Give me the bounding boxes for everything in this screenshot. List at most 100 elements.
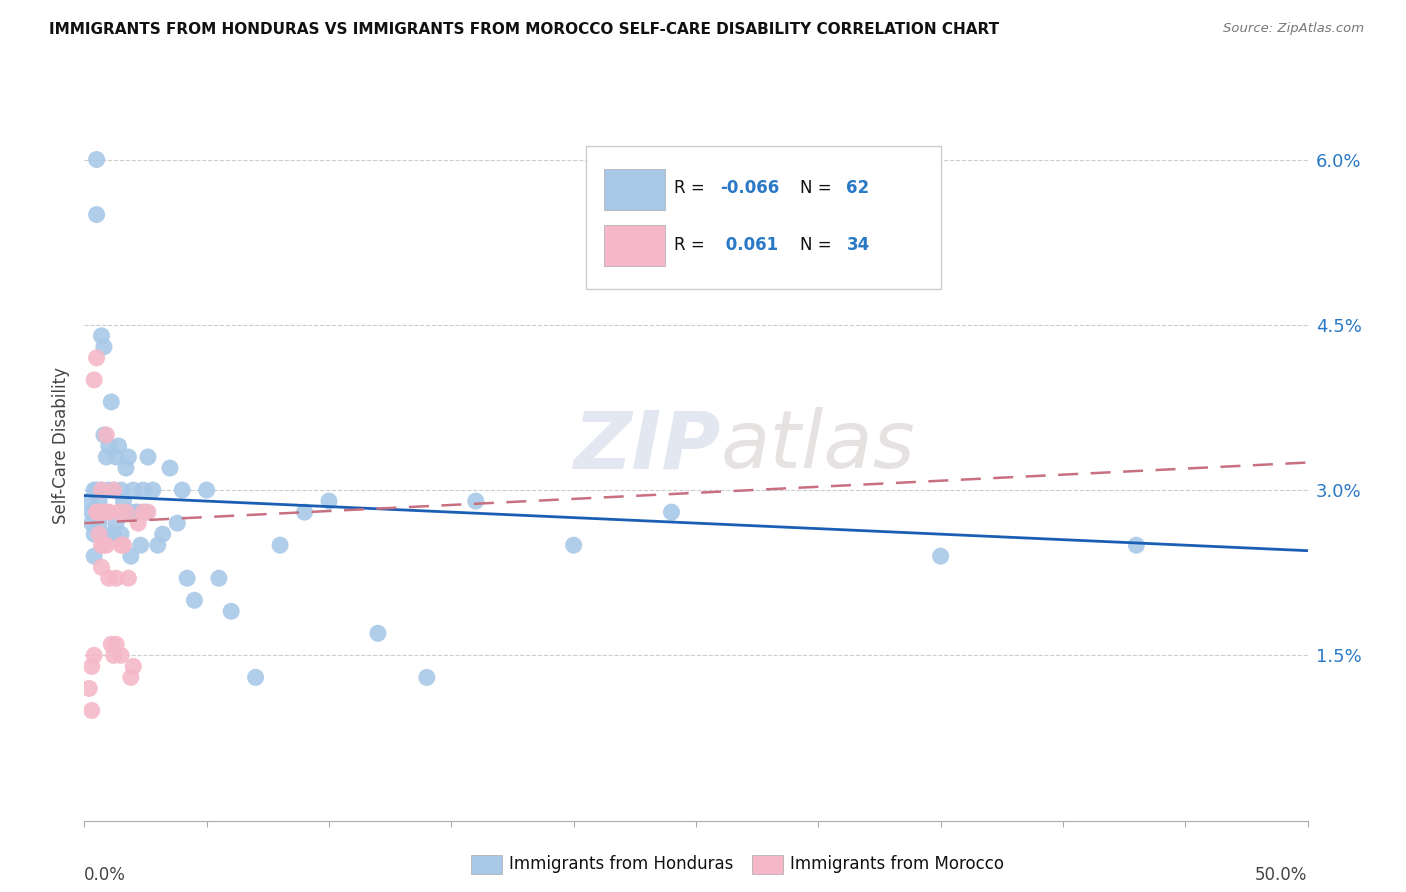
- Point: [96, 450, 118, 464]
- Point: [132, 505, 155, 519]
- Text: Source: ZipAtlas.com: Source: ZipAtlas.com: [1223, 22, 1364, 36]
- Point: [661, 505, 683, 519]
- Point: [117, 450, 139, 464]
- Text: Immigrants from Morocco: Immigrants from Morocco: [790, 855, 1004, 873]
- Point: [367, 626, 389, 640]
- Point: [183, 593, 205, 607]
- Point: [152, 527, 174, 541]
- Point: [105, 450, 128, 464]
- Point: [117, 571, 139, 585]
- Point: [83, 373, 105, 387]
- Point: [146, 538, 169, 552]
- Point: [103, 483, 125, 497]
- Point: [318, 494, 340, 508]
- Point: [132, 483, 155, 497]
- Point: [110, 538, 132, 552]
- Point: [90, 483, 112, 497]
- Text: -0.066: -0.066: [720, 179, 780, 197]
- Point: [416, 670, 439, 684]
- Point: [93, 505, 115, 519]
- Text: IMMIGRANTS FROM HONDURAS VS IMMIGRANTS FROM MOROCCO SELF-CARE DISABILITY CORRELA: IMMIGRANTS FROM HONDURAS VS IMMIGRANTS F…: [49, 22, 1000, 37]
- Point: [97, 483, 120, 497]
- Point: [135, 505, 157, 519]
- Point: [112, 494, 135, 508]
- Point: [100, 637, 122, 651]
- Point: [87, 516, 110, 530]
- Point: [129, 538, 152, 552]
- Text: ZIP: ZIP: [574, 407, 720, 485]
- Point: [90, 538, 112, 552]
- Point: [87, 505, 110, 519]
- Point: [90, 483, 112, 497]
- Point: [83, 527, 105, 541]
- Point: [80, 703, 103, 717]
- Point: [87, 527, 110, 541]
- Point: [117, 505, 139, 519]
- Point: [100, 527, 122, 541]
- Text: N =: N =: [800, 179, 837, 197]
- Point: [86, 208, 108, 222]
- Point: [105, 571, 128, 585]
- Point: [83, 549, 105, 564]
- Text: 62: 62: [846, 179, 869, 197]
- Point: [100, 395, 122, 409]
- Point: [219, 604, 242, 618]
- Point: [464, 494, 486, 508]
- Point: [105, 516, 128, 530]
- Point: [110, 527, 132, 541]
- Point: [929, 549, 952, 564]
- Point: [103, 648, 125, 663]
- Point: [172, 483, 194, 497]
- Text: R =: R =: [673, 236, 710, 254]
- Point: [96, 428, 118, 442]
- Point: [269, 538, 291, 552]
- Point: [103, 527, 125, 541]
- Text: 50.0%: 50.0%: [1256, 865, 1308, 884]
- Point: [115, 505, 138, 519]
- Point: [77, 494, 100, 508]
- Point: [107, 505, 129, 519]
- Point: [127, 516, 149, 530]
- Point: [90, 560, 112, 574]
- Text: R =: R =: [673, 179, 710, 197]
- Point: [112, 538, 135, 552]
- Point: [562, 538, 585, 552]
- Point: [77, 681, 100, 696]
- Point: [86, 351, 108, 365]
- Point: [208, 571, 231, 585]
- Point: [86, 153, 108, 167]
- Point: [136, 450, 159, 464]
- Text: 34: 34: [846, 236, 870, 254]
- Point: [1125, 538, 1147, 552]
- Point: [80, 659, 103, 673]
- Point: [127, 505, 149, 519]
- Point: [80, 516, 103, 530]
- Point: [110, 648, 132, 663]
- FancyBboxPatch shape: [605, 225, 665, 266]
- Point: [294, 505, 316, 519]
- Point: [122, 659, 145, 673]
- Point: [103, 483, 125, 497]
- Point: [87, 494, 110, 508]
- Point: [122, 483, 145, 497]
- Point: [97, 439, 120, 453]
- Text: N =: N =: [800, 236, 837, 254]
- Point: [83, 483, 105, 497]
- Point: [107, 439, 129, 453]
- Point: [115, 461, 138, 475]
- Point: [86, 505, 108, 519]
- Point: [93, 538, 115, 552]
- Text: 0.0%: 0.0%: [84, 865, 127, 884]
- Text: 0.061: 0.061: [720, 236, 779, 254]
- Text: atlas: atlas: [720, 407, 915, 485]
- Point: [176, 571, 198, 585]
- Point: [159, 461, 181, 475]
- Point: [93, 340, 115, 354]
- FancyBboxPatch shape: [605, 169, 665, 210]
- Point: [96, 505, 118, 519]
- Point: [105, 637, 128, 651]
- Point: [245, 670, 267, 684]
- Point: [83, 648, 105, 663]
- Point: [110, 483, 132, 497]
- Point: [97, 571, 120, 585]
